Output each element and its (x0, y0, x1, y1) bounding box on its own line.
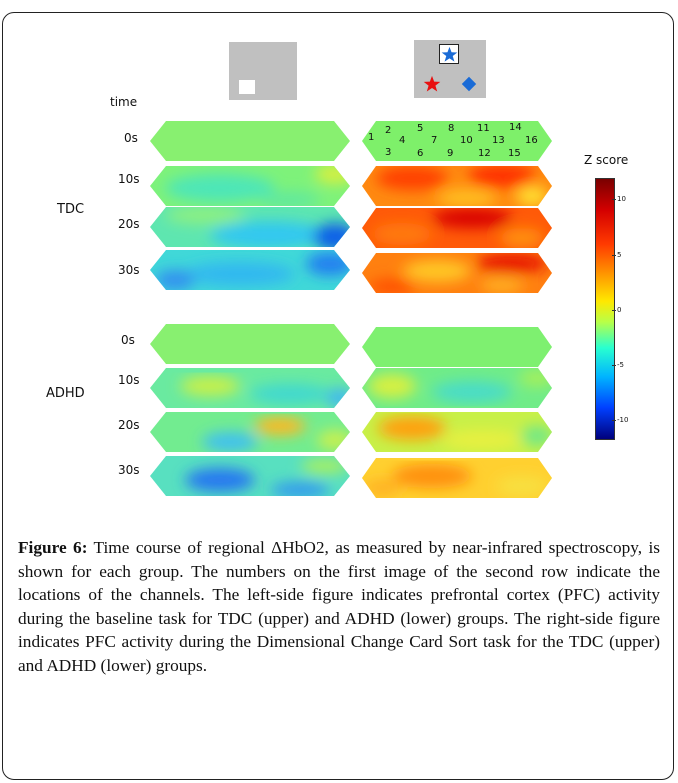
dccs-task-icon (414, 40, 486, 98)
channel-10: 10 (460, 135, 473, 146)
map-adhd-dccs-10s (362, 368, 552, 408)
map-tdc-baseline-0s (150, 121, 350, 161)
channel-12: 12 (478, 148, 491, 159)
channel-4: 4 (399, 135, 405, 146)
colorbar-title: Z score (584, 153, 629, 167)
channel-5: 5 (417, 123, 423, 134)
baseline-task-icon (229, 42, 297, 100)
colorbar-tick-mark (612, 199, 616, 200)
colorbar-tick-minus-10: -10 (617, 416, 629, 424)
map-adhd-dccs-20s (362, 412, 552, 452)
channel-11: 11 (477, 123, 490, 134)
channel-6: 6 (417, 148, 423, 159)
colorbar (595, 178, 615, 440)
channel-1: 1 (368, 132, 374, 143)
map-tdc-baseline-30s (150, 250, 350, 290)
channel-7: 7 (431, 135, 437, 146)
tdc-group-label: TDC (57, 202, 85, 217)
channel-8: 8 (448, 123, 454, 134)
map-tdc-baseline-10s (150, 166, 350, 206)
map-adhd-baseline-10s (150, 368, 350, 408)
adhd-time-20s: 20s (118, 418, 140, 432)
tdc-time-0s: 0s (124, 131, 138, 145)
adhd-time-10s: 10s (118, 373, 140, 387)
map-tdc-dccs-20s (362, 208, 552, 248)
map-adhd-baseline-20s (150, 412, 350, 452)
colorbar-tick-mark (612, 310, 616, 311)
target-card (439, 44, 459, 64)
map-tdc-dccs-30s (362, 253, 552, 293)
tdc-time-20s: 20s (118, 217, 140, 231)
blue-diamond-icon (461, 76, 477, 92)
map-adhd-dccs-0s (362, 327, 552, 367)
map-adhd-dccs-30s (362, 458, 552, 498)
figure-label: Figure 6: (18, 538, 88, 557)
channel-9: 9 (447, 148, 453, 159)
channel-numbers: 1 2 3 4 5 6 7 8 9 10 11 12 13 14 15 16 (368, 122, 538, 159)
map-tdc-dccs-10s (362, 166, 552, 206)
map-adhd-baseline-30s (150, 456, 350, 496)
channel-15: 15 (508, 148, 521, 159)
channel-2: 2 (385, 125, 391, 136)
tdc-time-30s: 30s (118, 263, 140, 277)
channel-13: 13 (492, 135, 505, 146)
white-square-icon (239, 80, 255, 94)
caption-text: Time course of regional ΔHbO2, as measur… (18, 538, 661, 675)
channel-14: 14 (509, 122, 522, 133)
colorbar-tick-0: 0 (617, 306, 622, 314)
channel-3: 3 (385, 147, 391, 158)
map-tdc-dccs-0s: 1 2 3 4 5 6 7 8 9 10 11 12 13 14 15 16 (362, 121, 552, 161)
adhd-group-label: ADHD (46, 386, 85, 401)
colorbar-tick-5: 5 (617, 251, 622, 259)
figure-caption: Figure 6: Time course of regional ΔHbO2,… (18, 536, 660, 678)
red-star-icon (423, 75, 441, 92)
map-tdc-baseline-20s (150, 207, 350, 247)
adhd-time-0s: 0s (121, 333, 135, 347)
tdc-time-10s: 10s (118, 172, 140, 186)
channel-16: 16 (525, 135, 538, 146)
time-label: time (110, 95, 138, 109)
map-adhd-baseline-0s (150, 324, 350, 364)
colorbar-tick-mark (612, 255, 616, 256)
colorbar-tick-10: 10 (617, 195, 626, 203)
colorbar-tick-minus-5: -5 (617, 361, 624, 369)
colorbar-tick-mark (612, 420, 616, 421)
blue-star-icon (441, 46, 457, 62)
adhd-time-30s: 30s (118, 463, 140, 477)
colorbar-tick-mark (612, 365, 616, 366)
